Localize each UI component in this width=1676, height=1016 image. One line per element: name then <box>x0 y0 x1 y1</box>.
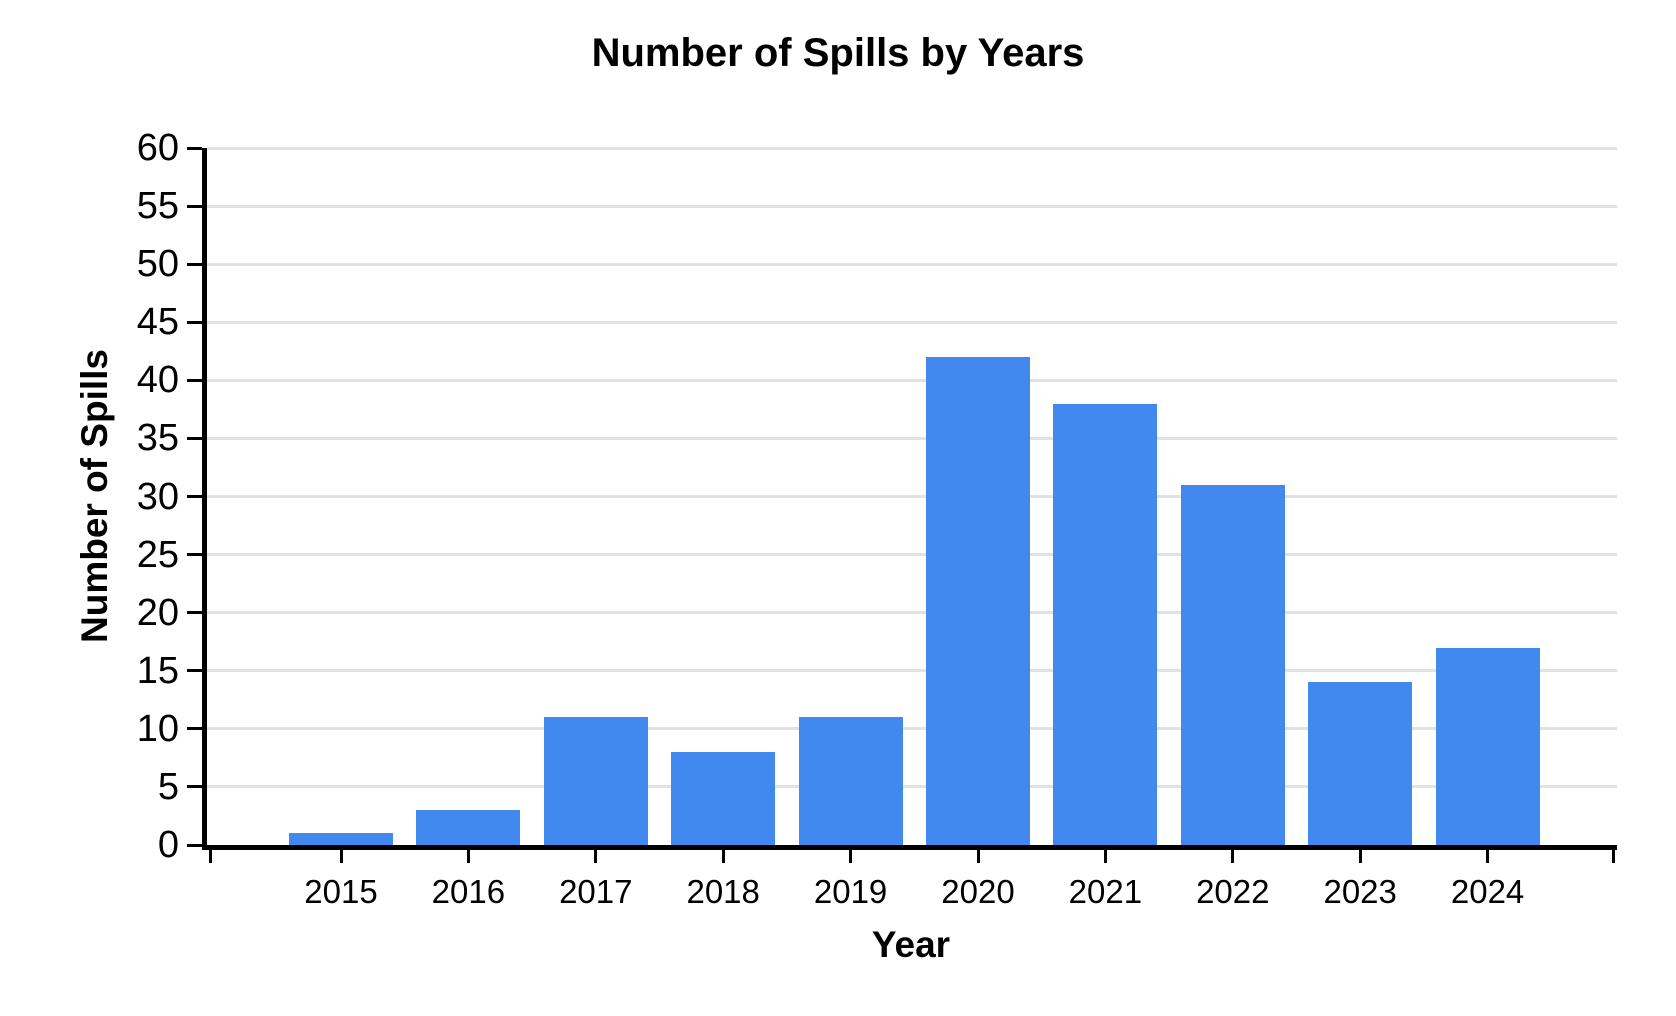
y-tick-0 <box>187 843 202 847</box>
bar-2020 <box>926 357 1030 845</box>
y-tick-label-40: 40 <box>136 359 179 402</box>
gridline-35 <box>207 436 1617 440</box>
x-tick-2021 <box>1103 850 1107 863</box>
gridline-50 <box>207 262 1617 266</box>
x-tick-2019 <box>849 850 853 863</box>
y-tick-label-60: 60 <box>136 127 179 169</box>
x-tick-label-2019: 2019 <box>813 873 888 910</box>
y-tick-15 <box>187 669 202 673</box>
x-axis-end-tick-left <box>209 850 212 863</box>
bar-2023 <box>1308 682 1413 845</box>
x-tick-2020 <box>976 850 980 863</box>
y-tick-label-55: 55 <box>136 185 179 228</box>
y-tick-label-45: 45 <box>136 301 179 344</box>
y-tick-45 <box>187 320 202 324</box>
x-tick-label-2022: 2022 <box>1196 873 1270 910</box>
y-tick-10 <box>187 727 202 731</box>
y-tick-label-0: 0 <box>157 824 179 866</box>
x-tick-label-2015: 2015 <box>304 873 378 910</box>
gridline-60 <box>207 146 1617 150</box>
gridline-30 <box>207 495 1617 498</box>
y-tick-label-10: 10 <box>136 707 179 750</box>
y-tick-35 <box>187 436 202 440</box>
x-axis-line <box>202 845 1617 850</box>
y-tick-40 <box>187 378 202 382</box>
y-tick-label-30: 30 <box>136 475 179 518</box>
gridline-55 <box>207 204 1617 208</box>
gridline-15 <box>207 669 1617 673</box>
x-tick-label-2021: 2021 <box>1068 873 1143 910</box>
y-tick-20 <box>187 611 202 615</box>
y-tick-label-15: 15 <box>136 649 179 692</box>
x-axis-title: Year <box>871 924 951 965</box>
gridline-5 <box>207 785 1617 789</box>
x-axis-end-tick-right <box>1612 850 1615 863</box>
bar-2019 <box>798 717 903 845</box>
y-tick-label-35: 35 <box>136 417 179 460</box>
gridline-20 <box>207 611 1617 615</box>
bar-2022 <box>1180 484 1285 845</box>
y-tick-label-5: 5 <box>157 765 179 808</box>
y-tick-25 <box>187 553 202 557</box>
y-tick-5 <box>187 785 202 789</box>
x-tick-2024 <box>1486 850 1490 863</box>
x-tick-label-2024: 2024 <box>1450 873 1525 910</box>
x-tick-2022 <box>1231 850 1235 863</box>
x-tick-2017 <box>594 850 598 863</box>
y-axis-line <box>202 148 207 850</box>
bar-2015 <box>289 833 393 845</box>
gridline-40 <box>207 378 1617 382</box>
y-tick-label-50: 50 <box>136 243 179 286</box>
x-tick-label-2020: 2020 <box>941 873 1015 910</box>
x-tick-2023 <box>1358 850 1362 863</box>
y-tick-60 <box>187 146 202 150</box>
gridline-10 <box>207 727 1617 731</box>
y-tick-30 <box>187 495 202 498</box>
y-tick-label-20: 20 <box>136 591 179 634</box>
x-tick-2016 <box>466 850 470 863</box>
bar-2017 <box>543 717 648 845</box>
y-tick-50 <box>187 262 202 266</box>
x-tick-2018 <box>721 850 725 863</box>
gridline-45 <box>207 320 1617 324</box>
y-tick-55 <box>187 204 202 208</box>
x-tick-label-2018: 2018 <box>686 873 760 910</box>
x-tick-2015 <box>339 850 343 863</box>
x-tick-label-2016: 2016 <box>431 873 506 910</box>
chart-title: Number of Spills by Years <box>591 31 1085 75</box>
plot-area: 2015 2016 2017 2018 2019 2020 2021 2022 2023 2024… <box>137 127 1617 910</box>
x-tick-label-2023: 2023 <box>1323 873 1397 910</box>
bar-2021 <box>1053 403 1158 845</box>
x-tick-label-2017: 2017 <box>559 873 633 910</box>
bar-2016 <box>416 810 521 845</box>
gridline-25 <box>207 553 1617 557</box>
bar-2024 <box>1435 647 1540 845</box>
y-tick-label-25: 25 <box>136 533 179 576</box>
bar-2018 <box>671 752 776 845</box>
